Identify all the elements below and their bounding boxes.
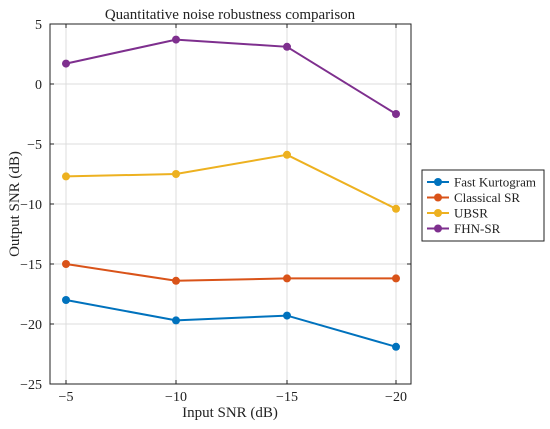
legend-marker-classical-sr bbox=[434, 193, 442, 202]
series-line-classical-sr bbox=[65, 263, 396, 282]
data-point-fhn-sr bbox=[283, 42, 291, 51]
x-tick-label: −5 bbox=[59, 390, 74, 405]
data-point-fhn-sr bbox=[392, 110, 400, 118]
x-tick-label: −15 bbox=[276, 390, 298, 405]
data-point-ubsr bbox=[392, 204, 400, 213]
y-tick-label: 5 bbox=[35, 18, 42, 33]
x-axis-label: Input SNR (dB) bbox=[182, 405, 278, 421]
legend-label-ubsr: UBSR bbox=[454, 206, 488, 221]
chart-title: Quantitative noise robustness comparison bbox=[105, 7, 356, 23]
data-point-classical-sr bbox=[283, 274, 291, 283]
y-tick-label: 0 bbox=[35, 78, 42, 93]
legend-label-fhn-sr: FHN-SR bbox=[454, 221, 501, 236]
y-axis-label: Output SNR (dB) bbox=[7, 151, 23, 257]
y-tick-label: −5 bbox=[27, 138, 42, 153]
data-point-ubsr bbox=[62, 172, 70, 181]
legend-marker-fhn-sr bbox=[434, 224, 442, 233]
y-tick-label: −25 bbox=[20, 378, 42, 393]
data-point-fhn-sr bbox=[172, 35, 180, 44]
y-tick-label: −15 bbox=[20, 258, 42, 273]
y-tick-label: −20 bbox=[20, 318, 42, 333]
series-lines bbox=[62, 35, 400, 351]
legend-marker-ubsr bbox=[434, 209, 442, 217]
y-tick-label: −10 bbox=[20, 198, 42, 213]
series-line-fast-kurtogram bbox=[65, 299, 397, 348]
grid bbox=[50, 24, 411, 384]
data-point-fast-kurtogram bbox=[172, 316, 180, 325]
data-point-classical-sr bbox=[172, 276, 180, 285]
data-point-ubsr bbox=[172, 170, 180, 178]
x-tick-label: −10 bbox=[165, 390, 187, 405]
x-axis: −5 −10 −15 −20 bbox=[59, 24, 407, 405]
data-point-ubsr bbox=[283, 150, 291, 159]
legend-label-fast-kurtogram: Fast Kurtogram bbox=[454, 175, 536, 190]
data-point-fast-kurtogram bbox=[283, 311, 291, 320]
data-point-fast-kurtogram bbox=[62, 296, 70, 304]
series-line-fhn-sr bbox=[65, 38, 397, 115]
y-axis: 5 0 −5 −10 −15 −20 −25 bbox=[20, 18, 411, 393]
series-line-ubsr bbox=[65, 153, 397, 210]
x-tick-label: −20 bbox=[385, 390, 407, 405]
data-point-fast-kurtogram bbox=[392, 342, 400, 351]
legend-marker-fast-kurtogram bbox=[434, 178, 442, 186]
legend-label-classical-sr: Classical SR bbox=[454, 190, 520, 205]
data-point-classical-sr bbox=[392, 274, 400, 283]
data-point-classical-sr bbox=[62, 260, 70, 268]
data-point-fhn-sr bbox=[62, 59, 70, 68]
